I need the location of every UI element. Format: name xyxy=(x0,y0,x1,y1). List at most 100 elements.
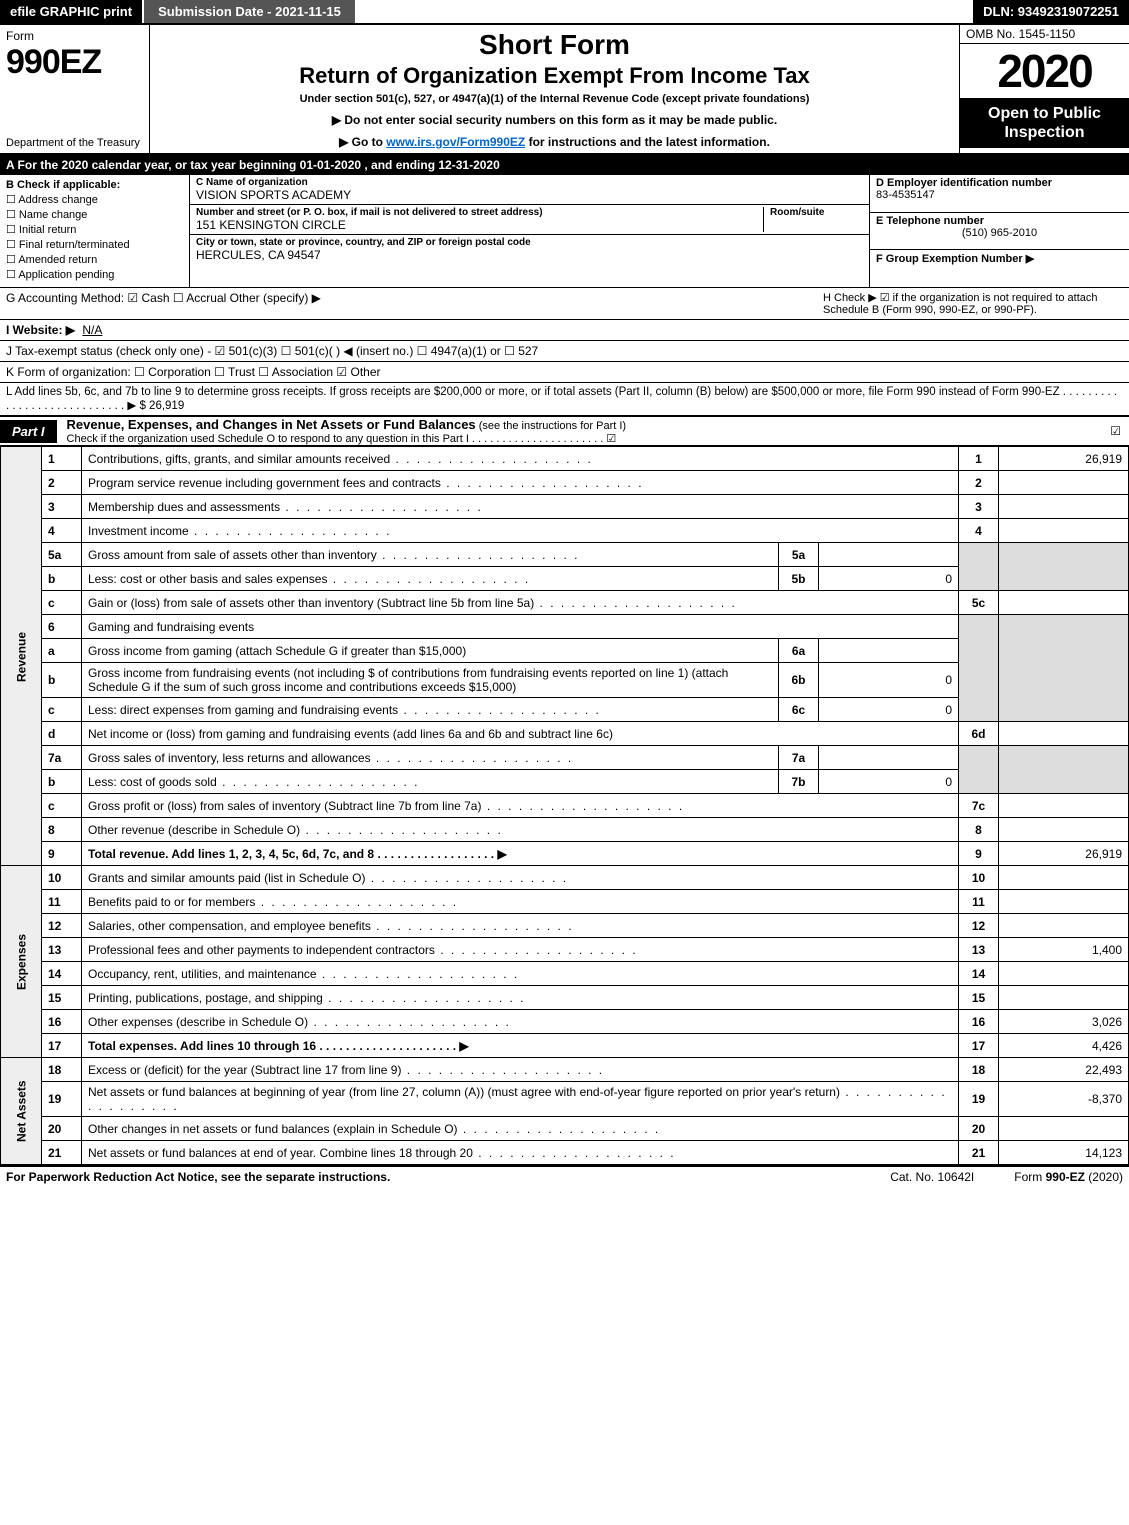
row-i: I Website: ▶ N/A xyxy=(0,320,1129,341)
net-assets-side-label: Net Assets xyxy=(1,1058,42,1165)
line-7b-num: b xyxy=(42,770,82,794)
line-4-num: 4 xyxy=(42,519,82,543)
chk-name-change[interactable]: Name change xyxy=(6,208,183,221)
line-5c-lineno: 5c xyxy=(959,591,999,615)
line-6b-subnum: 6b xyxy=(779,663,819,698)
part-1-header: Part I Revenue, Expenses, and Changes in… xyxy=(0,416,1129,446)
line-13-amount: 1,400 xyxy=(999,938,1129,962)
line-6d-lineno: 6d xyxy=(959,722,999,746)
line-7ab-grey xyxy=(959,746,999,794)
chk-initial-return[interactable]: Initial return xyxy=(6,223,183,236)
line-8-desc: Other revenue (describe in Schedule O) xyxy=(82,818,959,842)
line-16-lineno: 16 xyxy=(959,1010,999,1034)
city-state-zip: HERCULES, CA 94547 xyxy=(196,248,863,262)
gross-receipts-note: L Add lines 5b, 6c, and 7b to line 9 to … xyxy=(0,383,1129,416)
line-19-amount: -8,370 xyxy=(999,1082,1129,1117)
efile-print-button[interactable]: efile GRAPHIC print xyxy=(0,0,142,23)
line-19-num: 19 xyxy=(42,1082,82,1117)
subtitle: Under section 501(c), 527, or 4947(a)(1)… xyxy=(158,93,951,105)
dept-treasury: Department of the Treasury xyxy=(6,137,140,149)
website-value: N/A xyxy=(78,323,106,337)
chk-address-change[interactable]: Address change xyxy=(6,193,183,206)
line-18-num: 18 xyxy=(42,1058,82,1082)
form-of-organization: K Form of organization: ☐ Corporation ☐ … xyxy=(0,362,1129,383)
line-5b-subval: 0 xyxy=(819,567,959,591)
line-6c-subval: 0 xyxy=(819,698,959,722)
line-10: Expenses 10 Grants and similar amounts p… xyxy=(1,866,1129,890)
line-19-lineno: 19 xyxy=(959,1082,999,1117)
line-3-num: 3 xyxy=(42,495,82,519)
line-7c: c Gross profit or (loss) from sales of i… xyxy=(1,794,1129,818)
line-18-amount: 22,493 xyxy=(999,1058,1129,1082)
line-12-lineno: 12 xyxy=(959,914,999,938)
line-9-lineno: 9 xyxy=(959,842,999,866)
line-7b-subval: 0 xyxy=(819,770,959,794)
line-20-lineno: 20 xyxy=(959,1117,999,1141)
line-5b-num: b xyxy=(42,567,82,591)
chk-amended-return[interactable]: Amended return xyxy=(6,253,183,266)
line-7b-subnum: 7b xyxy=(779,770,819,794)
line-19-desc: Net assets or fund balances at beginning… xyxy=(82,1082,959,1117)
line-20-num: 20 xyxy=(42,1117,82,1141)
line-10-desc: Grants and similar amounts paid (list in… xyxy=(82,866,959,890)
group-exemption-label: F Group Exemption Number ▶ xyxy=(876,253,1034,265)
telephone-value: (510) 965-2010 xyxy=(876,227,1123,239)
tax-exempt-status: J Tax-exempt status (check only one) - ☑… xyxy=(0,341,1129,362)
line-21-desc: Net assets or fund balances at end of ye… xyxy=(82,1141,959,1165)
chk-application-pending[interactable]: Application pending xyxy=(6,268,183,281)
line-3-amount xyxy=(999,495,1129,519)
form-footer-id: Form 990-EZ (2020) xyxy=(1014,1170,1123,1184)
line-3-desc: Membership dues and assessments xyxy=(82,495,959,519)
line-5a-desc: Gross amount from sale of assets other t… xyxy=(82,543,779,567)
part-1-checkbox[interactable]: ☑ xyxy=(1110,424,1129,438)
line-1-lineno: 1 xyxy=(959,447,999,471)
line-7c-num: c xyxy=(42,794,82,818)
line-18: Net Assets 18 Excess or (deficit) for th… xyxy=(1,1058,1129,1082)
line-7c-desc: Gross profit or (loss) from sales of inv… xyxy=(82,794,959,818)
line-6b-desc: Gross income from fundraising events (no… xyxy=(82,663,779,698)
form-title-block: Short Form Return of Organization Exempt… xyxy=(150,25,959,153)
line-7a-desc: Gross sales of inventory, less returns a… xyxy=(82,746,779,770)
line-21: 21 Net assets or fund balances at end of… xyxy=(1,1141,1129,1165)
line-2-amount xyxy=(999,471,1129,495)
room-label: Room/suite xyxy=(770,207,863,218)
chk-final-return[interactable]: Final return/terminated xyxy=(6,238,183,251)
line-2-num: 2 xyxy=(42,471,82,495)
line-5b-desc: Less: cost or other basis and sales expe… xyxy=(82,567,779,591)
line-18-lineno: 18 xyxy=(959,1058,999,1082)
line-6a-num: a xyxy=(42,639,82,663)
line-6b-num: b xyxy=(42,663,82,698)
line-2-lineno: 2 xyxy=(959,471,999,495)
form-header: Form 990EZ Department of the Treasury Sh… xyxy=(0,25,1129,155)
line-1-desc: Contributions, gifts, grants, and simila… xyxy=(82,447,959,471)
form-label: Form xyxy=(6,29,143,43)
section-b-header: B Check if applicable: xyxy=(6,179,120,191)
line-4-lineno: 4 xyxy=(959,519,999,543)
page-footer: For Paperwork Reduction Act Notice, see … xyxy=(0,1165,1129,1187)
line-16-desc: Other expenses (describe in Schedule O) xyxy=(82,1010,959,1034)
line-11: 11 Benefits paid to or for members 11 xyxy=(1,890,1129,914)
line-6-desc: Gaming and fundraising events xyxy=(82,615,959,639)
line-6: 6 Gaming and fundraising events xyxy=(1,615,1129,639)
line-9: 9 Total revenue. Add lines 1, 2, 3, 4, 5… xyxy=(1,842,1129,866)
line-12-amount xyxy=(999,914,1129,938)
line-5ab-grey-amt xyxy=(999,543,1129,591)
dln-label: DLN: 93492319072251 xyxy=(973,0,1129,23)
line-6d: d Net income or (loss) from gaming and f… xyxy=(1,722,1129,746)
line-14-amount xyxy=(999,962,1129,986)
part-1-label: Part I xyxy=(0,420,57,443)
line-5a-num: 5a xyxy=(42,543,82,567)
line-21-amount: 14,123 xyxy=(999,1141,1129,1165)
top-bar: efile GRAPHIC print Submission Date - 20… xyxy=(0,0,1129,25)
line-6d-desc: Net income or (loss) from gaming and fun… xyxy=(82,722,959,746)
goto-link[interactable]: www.irs.gov/Form990EZ xyxy=(386,135,525,149)
line-13-lineno: 13 xyxy=(959,938,999,962)
line-8-amount xyxy=(999,818,1129,842)
line-7c-amount xyxy=(999,794,1129,818)
street-address: 151 KENSINGTON CIRCLE xyxy=(196,218,763,232)
submission-date-button[interactable]: Submission Date - 2021-11-15 xyxy=(144,0,355,23)
line-16-num: 16 xyxy=(42,1010,82,1034)
goto-suffix: for instructions and the latest informat… xyxy=(525,135,770,149)
line-21-num: 21 xyxy=(42,1141,82,1165)
line-20: 20 Other changes in net assets or fund b… xyxy=(1,1117,1129,1141)
